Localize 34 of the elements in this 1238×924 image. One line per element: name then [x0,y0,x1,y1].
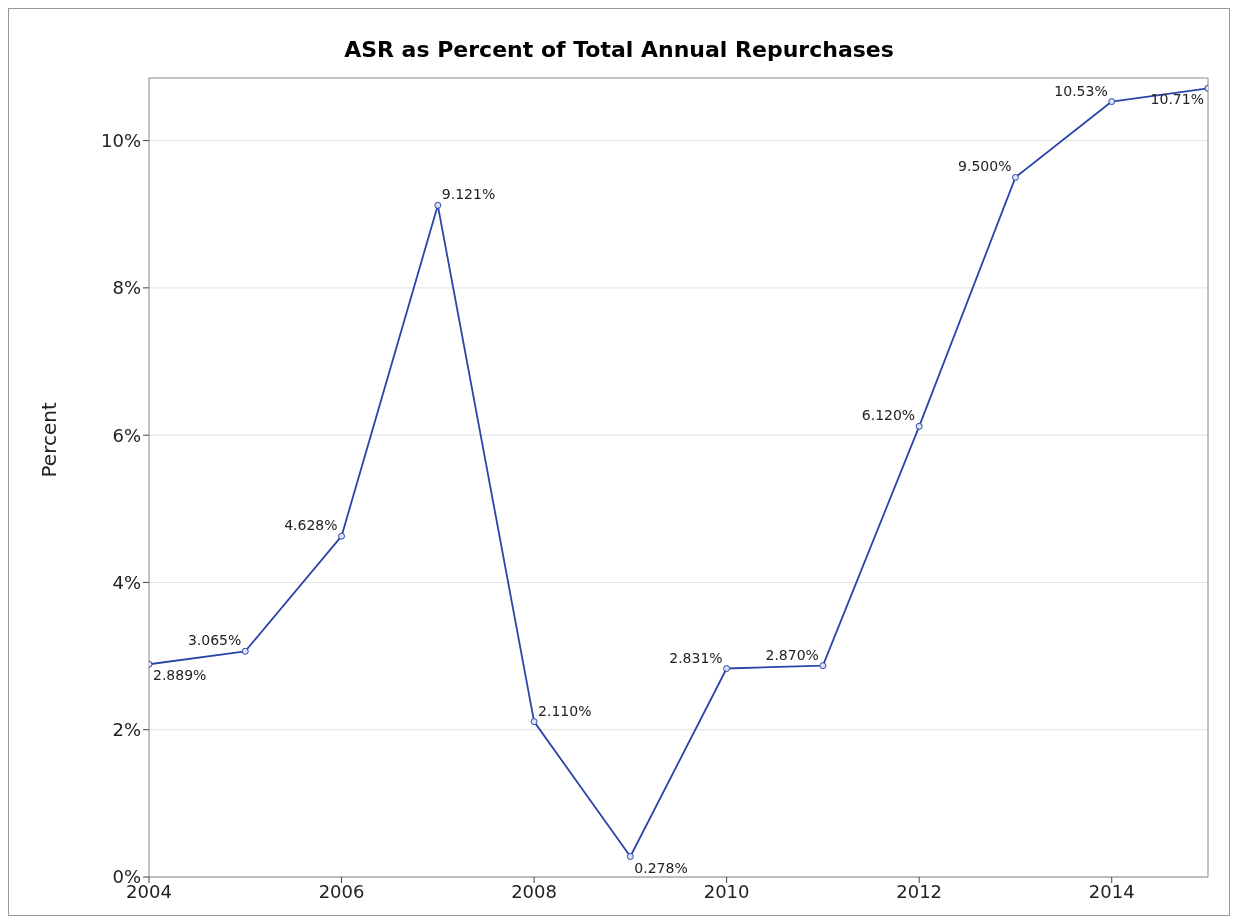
data-label: 2.110% [538,702,592,719]
data-label: 9.500% [958,158,1012,175]
x-tick-label: 2012 [896,880,943,902]
point [723,665,731,673]
point [434,201,442,209]
data-label: 4.628% [284,517,338,534]
point [338,532,346,540]
x-tick-label: 2014 [1088,880,1135,902]
data-label: 0.278% [634,859,688,876]
y-tick-label: 4% [112,571,141,593]
data-label: 2.831% [669,649,723,666]
data-label: 3.065% [187,632,242,649]
x-tick-label: 2008 [511,880,557,902]
y-tick-label: 8% [112,277,141,299]
point [241,647,249,655]
data-label: 10.53% [1054,82,1108,99]
data-label: 2.889% [153,667,207,684]
y-axis-title: Percent [37,402,62,478]
data-label: 2.870% [765,646,819,663]
x-tick-label: 2006 [318,880,365,902]
point [530,718,538,726]
y-tick-label: 10% [100,129,141,151]
point [1011,173,1019,181]
point [819,662,827,670]
x-tick-label: 2010 [703,880,750,902]
data-label: 6.120% [861,407,916,424]
point [626,853,634,861]
data-label: 10.71% [1150,91,1204,108]
chart-title: ASR as Percent of Total Annual Repurchases [343,37,895,64]
data-label: 9.121% [441,186,496,203]
y-tick-label: 2% [112,719,141,741]
point [1108,98,1116,106]
y-tick-label: 6% [112,424,141,446]
point [915,422,923,430]
